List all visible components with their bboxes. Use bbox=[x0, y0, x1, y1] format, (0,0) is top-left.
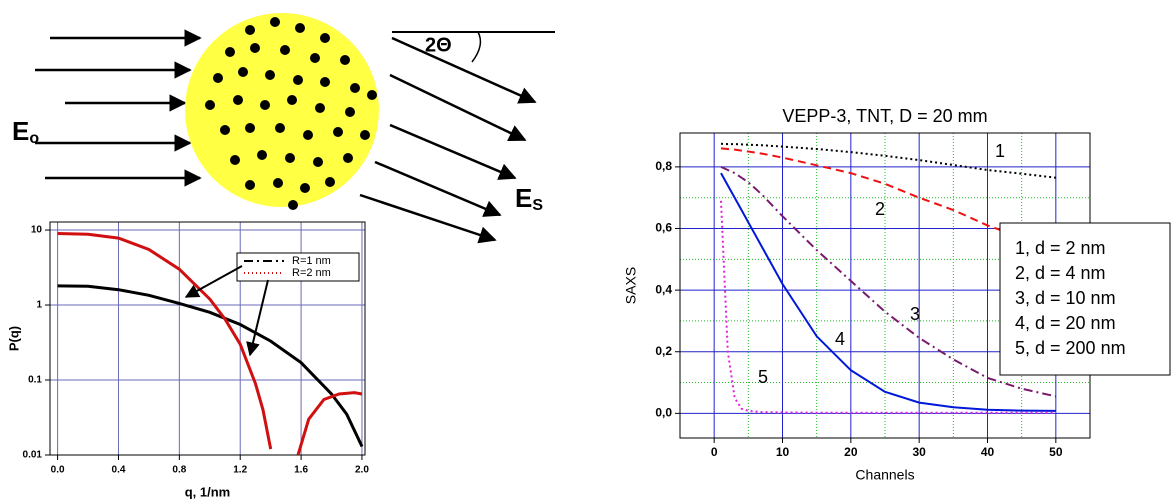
y-tick-label: 0,8 bbox=[655, 159, 672, 173]
y-tick-label: 1 bbox=[36, 300, 42, 311]
particle bbox=[303, 130, 313, 140]
x-axis-label: Channels bbox=[855, 467, 914, 483]
legend-label: 1, d = 2 nm bbox=[1015, 238, 1106, 258]
scattered-arrow bbox=[390, 75, 525, 140]
y-tick-label: 0,0 bbox=[655, 406, 672, 420]
angle-label: 2Θ bbox=[425, 34, 452, 56]
particle bbox=[295, 23, 305, 33]
legend-label: 5, d = 200 nm bbox=[1015, 338, 1126, 358]
particle bbox=[350, 83, 360, 93]
particle bbox=[360, 130, 370, 140]
x-tick-label: 0.0 bbox=[51, 465, 65, 476]
particle bbox=[287, 95, 297, 105]
curve-label: 5 bbox=[758, 367, 768, 387]
x-axis-label: q, 1/nm bbox=[185, 484, 231, 499]
particle bbox=[320, 77, 330, 87]
scattering-diagram: Eo ES 2Θ bbox=[12, 13, 555, 240]
legend: R=1 nmR=2 nm bbox=[237, 253, 359, 281]
particle bbox=[310, 53, 320, 63]
particle bbox=[293, 75, 303, 85]
particle bbox=[325, 177, 335, 187]
x-tick-label: 20 bbox=[844, 445, 858, 459]
series-line bbox=[721, 144, 1056, 178]
angle-arc bbox=[472, 32, 480, 62]
curve-label: 3 bbox=[910, 304, 920, 324]
x-tick-label: 10 bbox=[776, 445, 790, 459]
x-tick-label: 1.2 bbox=[233, 465, 247, 476]
x-tick-label: 40 bbox=[981, 445, 995, 459]
pointer-arrow bbox=[186, 266, 242, 297]
particle bbox=[265, 70, 275, 80]
scattered-arrow bbox=[360, 195, 495, 240]
scattered-label: ES bbox=[515, 183, 543, 214]
x-tick-label: 30 bbox=[912, 445, 926, 459]
scattered-arrow bbox=[390, 125, 515, 178]
particle bbox=[238, 67, 248, 77]
legend-label: R=1 nm bbox=[292, 255, 331, 267]
scattered-arrow bbox=[392, 38, 535, 102]
legend-label: 2, d = 4 nm bbox=[1015, 263, 1106, 283]
y-tick-label: 0,6 bbox=[655, 221, 672, 235]
particle bbox=[257, 150, 267, 160]
particle bbox=[313, 157, 323, 167]
particle bbox=[285, 153, 295, 163]
particle bbox=[250, 43, 260, 53]
particle bbox=[315, 103, 325, 113]
particle bbox=[213, 73, 223, 83]
y-tick-label: 0.1 bbox=[28, 375, 42, 386]
particle bbox=[333, 127, 343, 137]
y-tick-label: 0,4 bbox=[655, 282, 672, 296]
particle bbox=[225, 47, 235, 57]
x-tick-label: 1.6 bbox=[294, 465, 308, 476]
curve-label: 1 bbox=[995, 141, 1005, 161]
particle bbox=[280, 45, 290, 55]
y-axis-label: P(q) bbox=[6, 326, 21, 351]
particle bbox=[260, 100, 270, 110]
particle bbox=[275, 123, 285, 133]
particle bbox=[245, 123, 255, 133]
y-tick-label: 0,2 bbox=[655, 344, 672, 358]
y-tick-label: 10 bbox=[31, 225, 43, 236]
x-tick-label: 0.8 bbox=[172, 465, 186, 476]
particle bbox=[340, 55, 350, 65]
y-tick-label: 0.01 bbox=[23, 450, 43, 461]
particle bbox=[343, 153, 353, 163]
curve-label: 2 bbox=[875, 199, 885, 219]
particle bbox=[245, 180, 255, 190]
legend-label: R=2 nm bbox=[292, 267, 331, 279]
particle bbox=[288, 200, 298, 210]
x-tick-label: 50 bbox=[1049, 445, 1063, 459]
chart-title: VEPP-3, TNT, D = 20 mm bbox=[782, 106, 987, 126]
saxs-chart: 0 10 20 30 40 50 0,0 0,2 0,4 0,6 0,8 VEPP-3, TNT, D… bbox=[623, 106, 1170, 483]
pointer-arrow bbox=[250, 280, 268, 355]
particle bbox=[220, 125, 230, 135]
legend-label: 3, d = 10 nm bbox=[1015, 288, 1116, 308]
particle bbox=[230, 155, 240, 165]
series-line bbox=[58, 286, 362, 447]
particle bbox=[320, 33, 330, 43]
form-factor-chart: 0.0 0.4 0.8 1.2 1.6 2.0 0.01 0.1 1 10 q, 1/nm P(q) R… bbox=[6, 222, 369, 499]
x-tick-label: 2.0 bbox=[355, 465, 369, 476]
particle bbox=[345, 107, 355, 117]
curve-label: 4 bbox=[835, 329, 845, 349]
particle bbox=[270, 17, 280, 27]
particle bbox=[205, 100, 215, 110]
particle bbox=[273, 178, 283, 188]
legend-label: 4, d = 20 nm bbox=[1015, 313, 1116, 333]
particle bbox=[367, 90, 377, 100]
figure: Eo ES 2Θ 0.00.40.81.21.62.00.010.1110q, … bbox=[0, 0, 1173, 500]
y-axis-label: SAXS bbox=[623, 267, 639, 304]
legend: 1, d = 2 nm 2, d = 4 nm 3, d = 10 nm 4, d =… bbox=[1000, 223, 1170, 375]
particle bbox=[300, 183, 310, 193]
particle bbox=[233, 95, 243, 105]
x-tick-label: 0.4 bbox=[112, 465, 126, 476]
incident-label: Eo bbox=[12, 116, 39, 147]
particle bbox=[245, 25, 255, 35]
x-tick-label: 0 bbox=[711, 445, 718, 459]
